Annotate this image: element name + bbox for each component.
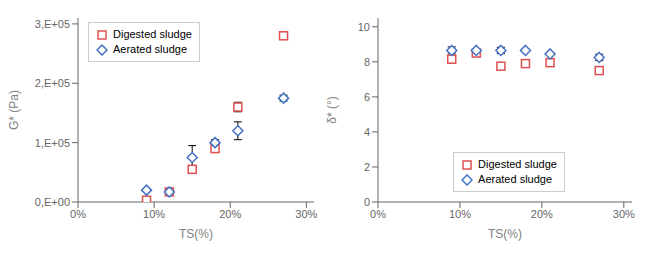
svg-text:30%: 30% (613, 208, 635, 220)
svg-text:10: 10 (358, 21, 370, 33)
svg-text:δ* (°): δ* (°) (326, 96, 339, 123)
svg-text:6: 6 (364, 91, 370, 103)
svg-text:4: 4 (364, 126, 370, 138)
svg-text:0%: 0% (70, 208, 86, 220)
svg-text:2: 2 (364, 161, 370, 173)
html-text:Aerated sludge: Aerated sludge (478, 173, 553, 185)
svg-text:20%: 20% (531, 208, 553, 220)
svg-text:2,E+05: 2,E+05 (35, 77, 70, 89)
svg-text:G* (Pa): G* (Pa) (8, 90, 21, 130)
html-text:Aerated sludge: Aerated sludge (113, 43, 187, 55)
html-text:Digested sludge: Digested sludge (113, 28, 192, 40)
svg-text:8: 8 (364, 56, 370, 68)
svg-text:20%: 20% (219, 208, 241, 220)
html-text:Digested sludge: Digested sludge (478, 158, 557, 170)
svg-text:TS(%): TS(%) (179, 227, 213, 241)
svg-text:0%: 0% (370, 208, 386, 220)
svg-text:10%: 10% (143, 208, 165, 220)
svg-text:10%: 10% (449, 208, 471, 220)
svg-text:30%: 30% (295, 208, 317, 220)
svg-text:3,E+05: 3,E+05 (35, 18, 70, 30)
svg-text:1,E+05: 1,E+05 (35, 137, 70, 149)
svg-text:TS(%): TS(%) (488, 227, 522, 241)
svg-text:0: 0 (364, 196, 370, 208)
svg-text:0,E+00: 0,E+00 (35, 196, 70, 208)
